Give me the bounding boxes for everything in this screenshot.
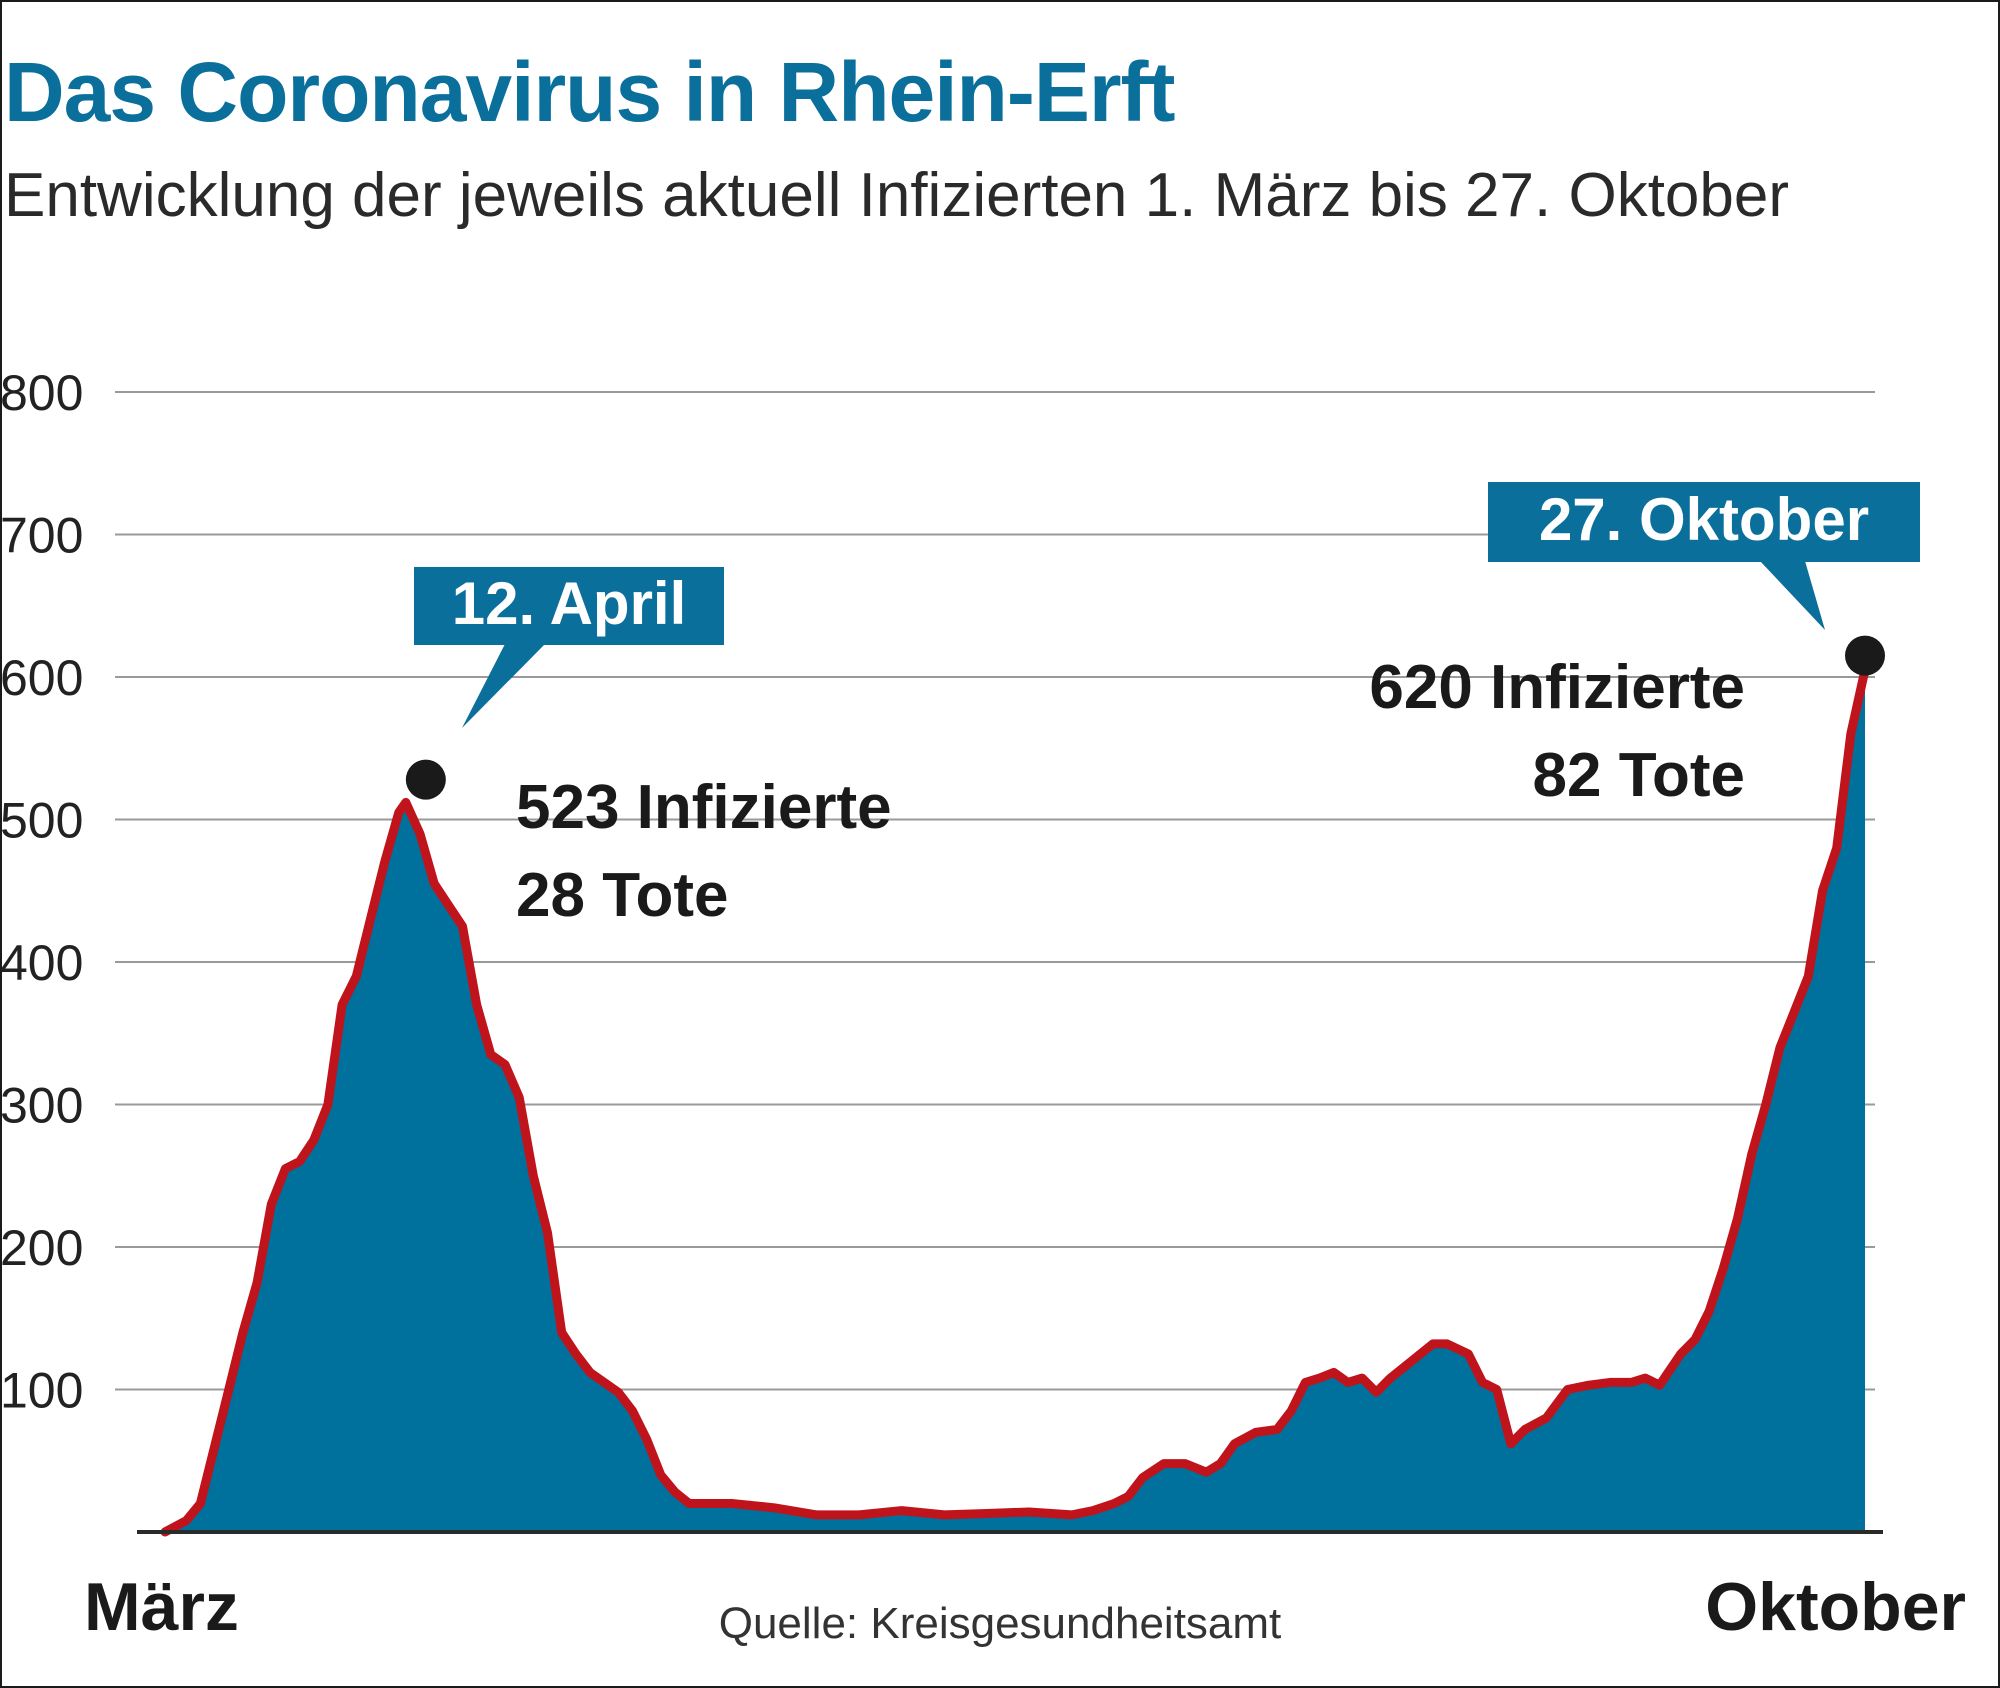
chart-title: Das Coronavirus in Rhein-Erft — [4, 45, 1176, 139]
peak-marker-april — [405, 759, 446, 800]
y-tick-label-500: 500 — [0, 793, 83, 849]
y-tick-label-300: 300 — [0, 1078, 83, 1134]
annotation-april-deaths: 28 Tote — [516, 861, 728, 930]
annotation-october-infected: 620 Infizierte — [1369, 653, 1745, 722]
peak-marker-october — [1845, 635, 1885, 676]
x-label-end: Oktober — [1705, 1569, 1966, 1645]
infected-line — [160, 665, 1870, 1537]
source-note: Quelle: Kreisgesundheitsamt — [719, 1599, 1282, 1648]
callout-october-box — [1488, 482, 1920, 562]
callout-april-box — [414, 567, 724, 645]
x-label-start: März — [84, 1569, 239, 1645]
infected-area-fill — [165, 669, 1865, 1532]
y-tick-label-200: 200 — [0, 1220, 83, 1276]
y-tick-label-600: 600 — [0, 650, 83, 706]
y-tick-label-100: 100 — [0, 1363, 83, 1419]
callout-october-pointer — [1760, 561, 1825, 630]
callout-october: 27. Oktober — [1488, 482, 1920, 630]
y-tick-label-700: 700 — [0, 508, 83, 564]
annotation-october-deaths: 82 Tote — [1533, 741, 1745, 810]
y-axis-tick-labels: 100 200 300 400 500 600 700 800 — [0, 365, 83, 1419]
annotation-april-infected: 523 Infizierte — [516, 773, 892, 842]
y-tick-label-400: 400 — [0, 935, 83, 991]
y-tick-label-800: 800 — [0, 365, 83, 421]
callout-april: 12. April — [414, 567, 724, 728]
callout-april-label: 12. April — [452, 570, 687, 637]
callout-april-pointer — [462, 644, 545, 728]
callout-october-label: 27. Oktober — [1539, 486, 1869, 553]
chart-subtitle: Entwicklung der jeweils aktuell Infizier… — [4, 161, 1790, 230]
